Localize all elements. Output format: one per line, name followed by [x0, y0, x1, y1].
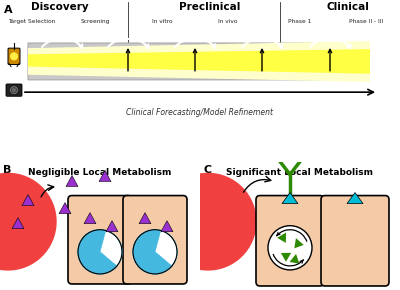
Polygon shape: [12, 218, 24, 229]
Text: Phase 1: Phase 1: [288, 19, 312, 24]
Polygon shape: [59, 203, 71, 214]
Text: Screening: Screening: [80, 19, 110, 24]
Polygon shape: [161, 221, 173, 232]
FancyBboxPatch shape: [68, 195, 132, 284]
Polygon shape: [99, 171, 111, 182]
Circle shape: [0, 173, 56, 270]
Text: In vitro: In vitro: [152, 19, 172, 24]
Circle shape: [78, 230, 122, 274]
Polygon shape: [22, 195, 34, 206]
Polygon shape: [282, 193, 298, 204]
Polygon shape: [28, 49, 370, 74]
Wedge shape: [100, 231, 122, 266]
Text: Phase II - III: Phase II - III: [349, 19, 383, 24]
Text: In vivo: In vivo: [218, 19, 238, 24]
FancyBboxPatch shape: [6, 84, 22, 96]
Text: Clinical: Clinical: [326, 2, 370, 12]
Polygon shape: [290, 254, 300, 264]
Text: Target Selection: Target Selection: [8, 19, 56, 24]
Polygon shape: [347, 193, 363, 204]
Text: B: B: [3, 165, 11, 175]
Circle shape: [160, 173, 256, 270]
Text: Clinical Forecasting/Model Refinement: Clinical Forecasting/Model Refinement: [126, 108, 274, 117]
Polygon shape: [28, 41, 370, 82]
Circle shape: [133, 230, 177, 274]
Circle shape: [12, 88, 16, 92]
Polygon shape: [84, 213, 96, 224]
Polygon shape: [281, 253, 291, 262]
Text: Significant Local Metabolism: Significant Local Metabolism: [226, 168, 374, 177]
Text: Negligible Local Metabolism: Negligible Local Metabolism: [28, 168, 172, 177]
Wedge shape: [155, 231, 177, 266]
FancyArrow shape: [28, 43, 368, 80]
FancyBboxPatch shape: [8, 48, 20, 64]
Polygon shape: [66, 175, 78, 186]
Circle shape: [10, 52, 18, 60]
FancyBboxPatch shape: [321, 195, 389, 286]
Polygon shape: [277, 233, 286, 243]
Polygon shape: [294, 238, 304, 248]
Circle shape: [10, 86, 18, 94]
Text: A: A: [4, 5, 13, 15]
Text: Discovery: Discovery: [31, 2, 89, 12]
Text: Preclinical: Preclinical: [179, 2, 241, 12]
FancyBboxPatch shape: [123, 195, 187, 284]
Text: C: C: [203, 165, 211, 175]
Circle shape: [268, 226, 312, 270]
Polygon shape: [139, 213, 151, 224]
FancyBboxPatch shape: [256, 195, 324, 286]
Polygon shape: [106, 221, 118, 232]
